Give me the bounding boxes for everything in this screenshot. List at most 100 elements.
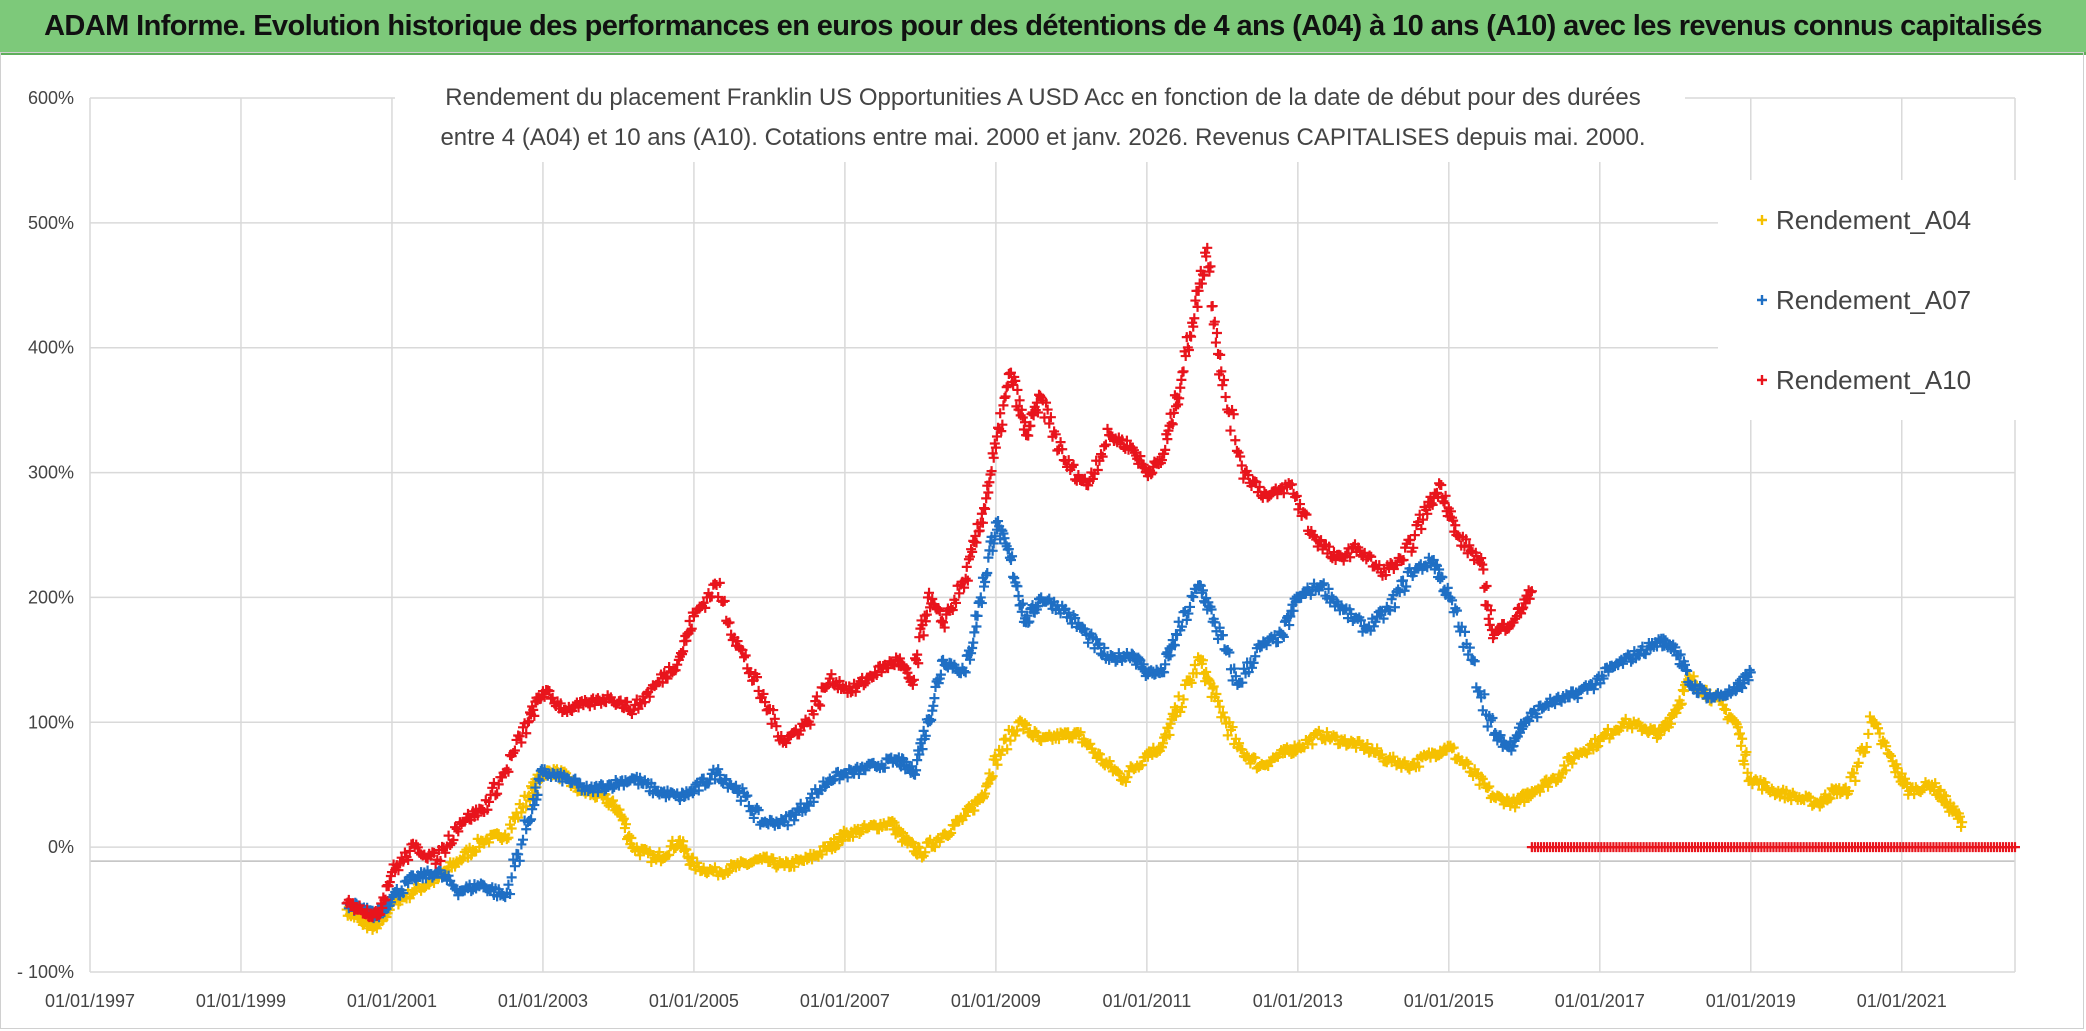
data-point-interp [435, 865, 446, 876]
chart-title-line2: entre 4 (A04) et 10 ans (A10). Cotations… [440, 124, 1645, 151]
data-point-interp [961, 561, 972, 572]
data-point-interp [1234, 738, 1245, 749]
data-point-interp [580, 785, 590, 796]
data-point-interp [1874, 728, 1885, 739]
data-point-interp [1510, 802, 1521, 813]
x-tick-label: 01/01/2017 [1555, 991, 1645, 1011]
data-point-interp [929, 842, 940, 853]
data-point-interp [643, 848, 654, 859]
data-point-interp [709, 862, 720, 873]
data-point-interp [920, 730, 931, 741]
data-point-interp [503, 832, 514, 843]
data-point-interp [1688, 671, 1699, 682]
data-point-interp [944, 829, 955, 840]
data-point-interp [1538, 780, 1549, 791]
data-point-interp [1848, 768, 1859, 779]
data-point-interp [532, 789, 543, 800]
data-point-interp [1245, 758, 1256, 769]
data-point-interp [509, 861, 520, 872]
data-point-interp [649, 781, 660, 792]
data-point-interp [506, 872, 517, 883]
data-point-interp [1930, 778, 1941, 789]
legend-label: Rendement_A07 [1776, 285, 1971, 315]
y-tick-label: - 100% [17, 962, 74, 982]
data-point-interp [693, 785, 704, 796]
data-point-interp [1760, 777, 1771, 788]
data-point-interp [1404, 764, 1415, 775]
data-point-interp [1737, 733, 1748, 744]
data-point-interp [1000, 391, 1011, 402]
data-point-interp [526, 814, 537, 825]
data-point-interp [1956, 821, 1967, 832]
data-point-interp [1011, 725, 1022, 736]
data-point-interp [768, 853, 779, 864]
data-point-interp [920, 847, 931, 858]
data-point-interp [1230, 435, 1241, 446]
data-point-interp [687, 852, 698, 863]
data-point-interp [513, 812, 524, 823]
data-point-interp [1482, 783, 1493, 794]
data-point-interp [1211, 327, 1222, 338]
data-point-interp [484, 837, 495, 848]
data-point-interp [1178, 694, 1189, 705]
data-point-interp [664, 849, 675, 860]
data-point-interp [503, 879, 514, 890]
data-point-interp [946, 827, 957, 838]
data-point-interp [1735, 728, 1745, 739]
data-point-interp [385, 897, 396, 908]
data-point-interp [997, 745, 1008, 756]
data-point-interp [635, 850, 645, 861]
chart-frame [0, 52, 2084, 1029]
y-tick-label: 400% [28, 338, 74, 358]
data-point-interp [1211, 688, 1222, 699]
data-point-interp [521, 824, 532, 835]
data-point-interp [959, 810, 970, 821]
data-point-interp [1251, 763, 1262, 774]
data-point-interp [1484, 781, 1495, 792]
data-point-interp [1004, 552, 1015, 563]
data-point-interp [1075, 727, 1086, 738]
y-tick-label: 0% [48, 837, 74, 857]
legend: Rendement_A04 Rendement_A07 Rendement_A10 [1718, 180, 2018, 420]
x-tick-label: 01/01/1997 [45, 991, 135, 1011]
data-point-interp [1205, 261, 1216, 272]
data-point-interp [821, 845, 832, 856]
data-point-interp [983, 487, 994, 498]
data-point-interp [1250, 752, 1261, 763]
data-point-interp [1388, 751, 1399, 762]
data-point-interp [1720, 704, 1731, 715]
data-point-interp [443, 870, 454, 881]
data-point [1217, 380, 1228, 391]
data-point-interp [1766, 783, 1777, 794]
data-point-interp [989, 751, 1000, 762]
data-point-interp [534, 775, 545, 786]
data-point-interp [1853, 757, 1864, 768]
data-point-interp [1892, 763, 1903, 774]
data-point-interp [1884, 749, 1895, 760]
data-point-interp [1164, 729, 1175, 740]
data-point-interp [687, 788, 698, 799]
data-point-interp [1104, 756, 1115, 767]
data-point-interp [1863, 728, 1874, 739]
data-point-interp [1676, 698, 1687, 709]
data-point-interp [1227, 722, 1238, 733]
data-point-interp [811, 691, 822, 702]
data-point-interp [1217, 707, 1228, 718]
series-rendement_a07 [341, 516, 1756, 924]
data-point-interp [1861, 741, 1872, 752]
data-point-interp [1175, 706, 1186, 717]
data-point-interp [713, 764, 724, 775]
data-point-interp [1474, 779, 1485, 790]
data-point-interp [782, 820, 793, 831]
data-point-interp [1461, 756, 1472, 767]
data-point-interp [1805, 792, 1816, 803]
scatter-points [341, 242, 2020, 935]
data-point-interp [1479, 582, 1490, 593]
data-point-interp [1222, 730, 1233, 741]
data-point-interp [1213, 695, 1224, 706]
y-tick-label: 100% [28, 712, 74, 732]
data-point-interp [1593, 741, 1604, 752]
y-tick-label: 600% [28, 88, 74, 108]
y-tick-label: 300% [28, 463, 74, 483]
